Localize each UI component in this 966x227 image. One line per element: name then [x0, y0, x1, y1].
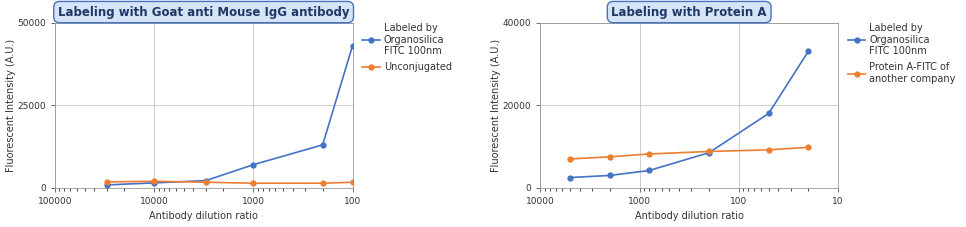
- Protein A-FITC of
another company: [763, 148, 775, 151]
- Labeled by
Organosilica
FITC 100nm: [703, 151, 715, 154]
- X-axis label: Antibody dilution ratio: Antibody dilution ratio: [149, 211, 258, 222]
- Line: Unconjugated: Unconjugated: [104, 179, 355, 186]
- Line: Labeled by
Organosilica
FITC 100nm: Labeled by Organosilica FITC 100nm: [104, 43, 355, 187]
- Unconjugated: [148, 180, 159, 183]
- Line: Protein A-FITC of
another company: Protein A-FITC of another company: [568, 145, 810, 161]
- Protein A-FITC of
another company: [604, 155, 615, 158]
- Labeled by
Organosilica
FITC 100nm: [763, 112, 775, 115]
- Unconjugated: [200, 181, 212, 184]
- X-axis label: Antibody dilution ratio: Antibody dilution ratio: [635, 211, 744, 222]
- Labeled by
Organosilica
FITC 100nm: [247, 163, 259, 166]
- Unconjugated: [317, 182, 328, 185]
- Line: Labeled by
Organosilica
FITC 100nm: Labeled by Organosilica FITC 100nm: [568, 49, 810, 180]
- Legend: Labeled by
Organosilica
FITC 100nm, Unconjugated: Labeled by Organosilica FITC 100nm, Unco…: [358, 19, 456, 76]
- Labeled by
Organosilica
FITC 100nm: [643, 169, 655, 172]
- Labeled by
Organosilica
FITC 100nm: [148, 182, 159, 184]
- Protein A-FITC of
another company: [703, 150, 715, 153]
- Title: Labeling with Protein A: Labeling with Protein A: [611, 5, 767, 19]
- Legend: Labeled by
Organosilica
FITC 100nm, Protein A-FITC of
another company: Labeled by Organosilica FITC 100nm, Prot…: [844, 19, 959, 88]
- Y-axis label: Fluorescent Intensity (A.U.): Fluorescent Intensity (A.U.): [6, 39, 15, 172]
- Labeled by
Organosilica
FITC 100nm: [604, 174, 615, 177]
- Unconjugated: [100, 180, 112, 183]
- Title: Labeling with Goat anti Mouse IgG antibody: Labeling with Goat anti Mouse IgG antibo…: [58, 5, 350, 19]
- Y-axis label: Fluorescent Intensity (A.U.): Fluorescent Intensity (A.U.): [492, 39, 501, 172]
- Labeled by
Organosilica
FITC 100nm: [803, 50, 814, 53]
- Protein A-FITC of
another company: [564, 158, 576, 160]
- Unconjugated: [247, 182, 259, 185]
- Labeled by
Organosilica
FITC 100nm: [200, 179, 212, 182]
- Labeled by
Organosilica
FITC 100nm: [100, 183, 112, 186]
- Protein A-FITC of
another company: [803, 146, 814, 149]
- Labeled by
Organosilica
FITC 100nm: [317, 143, 328, 146]
- Labeled by
Organosilica
FITC 100nm: [347, 44, 358, 47]
- Labeled by
Organosilica
FITC 100nm: [564, 176, 576, 179]
- Unconjugated: [347, 181, 358, 184]
- Protein A-FITC of
another company: [643, 153, 655, 155]
